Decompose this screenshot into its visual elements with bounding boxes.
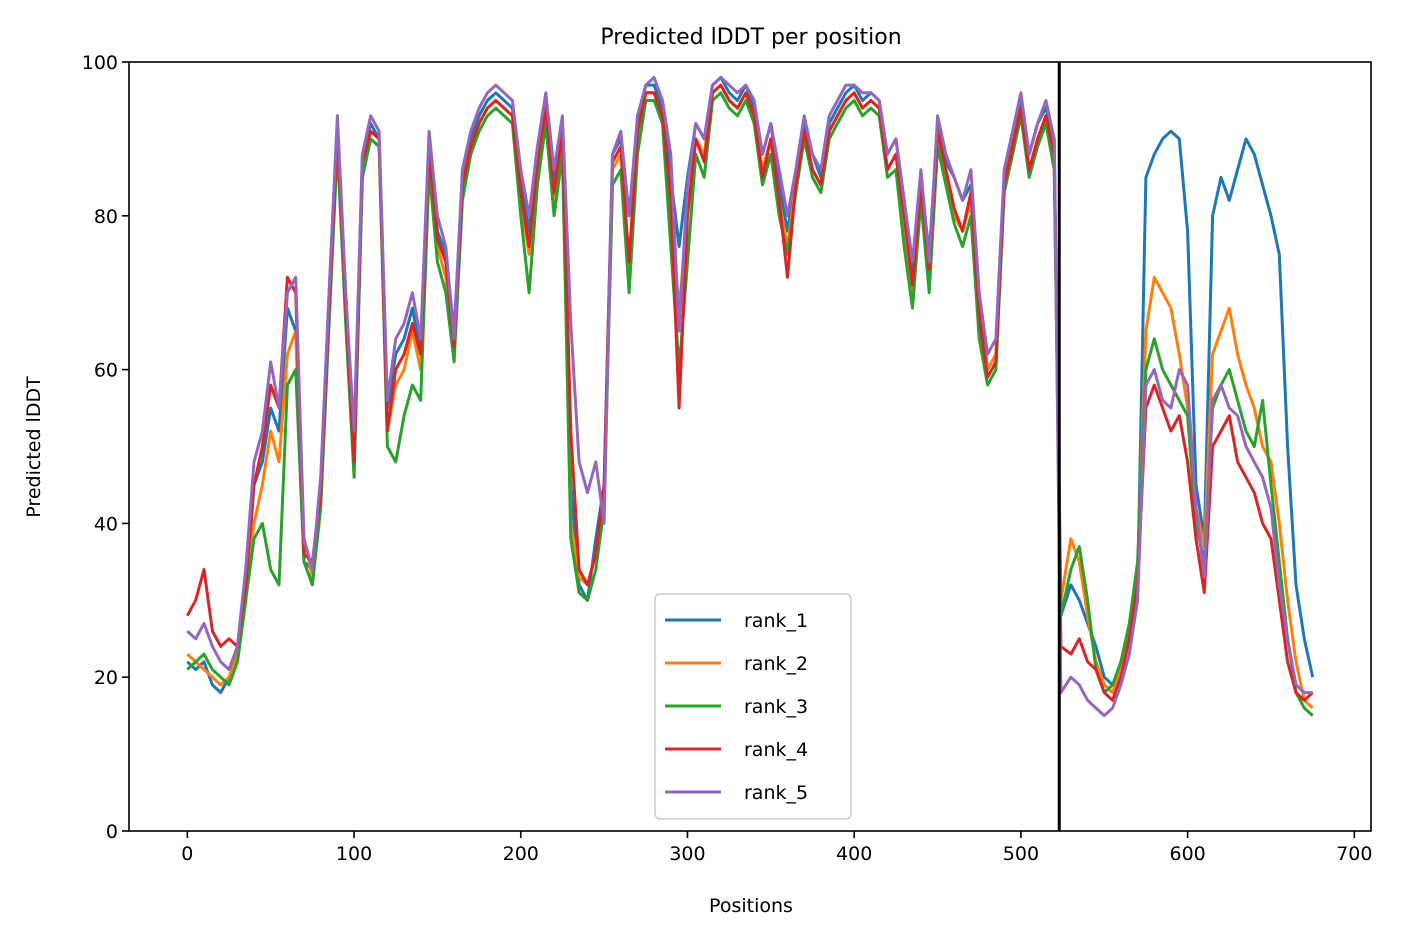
- series-line-rank_4: [185, 83, 1314, 702]
- x-axis: 0 100 200 300 400 500 600 700: [181, 831, 1372, 865]
- axes-frame: [128, 61, 1372, 832]
- y-tick-label: 20: [94, 667, 118, 689]
- axes-border: [128, 61, 1372, 832]
- legend-label-rank_1: rank_1: [744, 610, 808, 632]
- x-tick-label: 200: [503, 843, 539, 865]
- x-tick-label: 700: [1336, 843, 1372, 865]
- y-tick-label: 100: [82, 52, 118, 74]
- legend-label-rank_5: rank_5: [744, 782, 808, 804]
- x-axis-label: Positions: [709, 895, 793, 917]
- series-line-rank_5: [186, 75, 1313, 718]
- x-tick-label: 500: [1003, 843, 1039, 865]
- x-tick-label: 400: [836, 843, 872, 865]
- chart-title: Predicted lDDT per position: [600, 25, 901, 50]
- series-line-rank_3: [186, 91, 1314, 717]
- plot-area: [185, 62, 1315, 831]
- x-tick-label: 600: [1169, 843, 1205, 865]
- legend-box: [654, 593, 852, 820]
- y-axis-label: Predicted lDDT: [23, 376, 45, 518]
- legend-label-rank_4: rank_4: [744, 739, 808, 761]
- x-tick-label: 300: [669, 843, 705, 865]
- y-tick-label: 40: [94, 513, 118, 535]
- x-tick-label: 0: [181, 843, 193, 865]
- x-tick-label: 100: [336, 843, 372, 865]
- legend: rank_1 rank_2 rank_3 rank_4 rank_5: [654, 593, 852, 820]
- legend-label-rank_3: rank_3: [744, 696, 808, 718]
- y-axis: 0 20 40 60 80 100: [82, 52, 129, 843]
- legend-label-rank_2: rank_2: [744, 653, 808, 675]
- y-tick-label: 60: [94, 360, 118, 382]
- y-tick-label: 0: [106, 821, 118, 843]
- y-tick-label: 80: [94, 206, 118, 228]
